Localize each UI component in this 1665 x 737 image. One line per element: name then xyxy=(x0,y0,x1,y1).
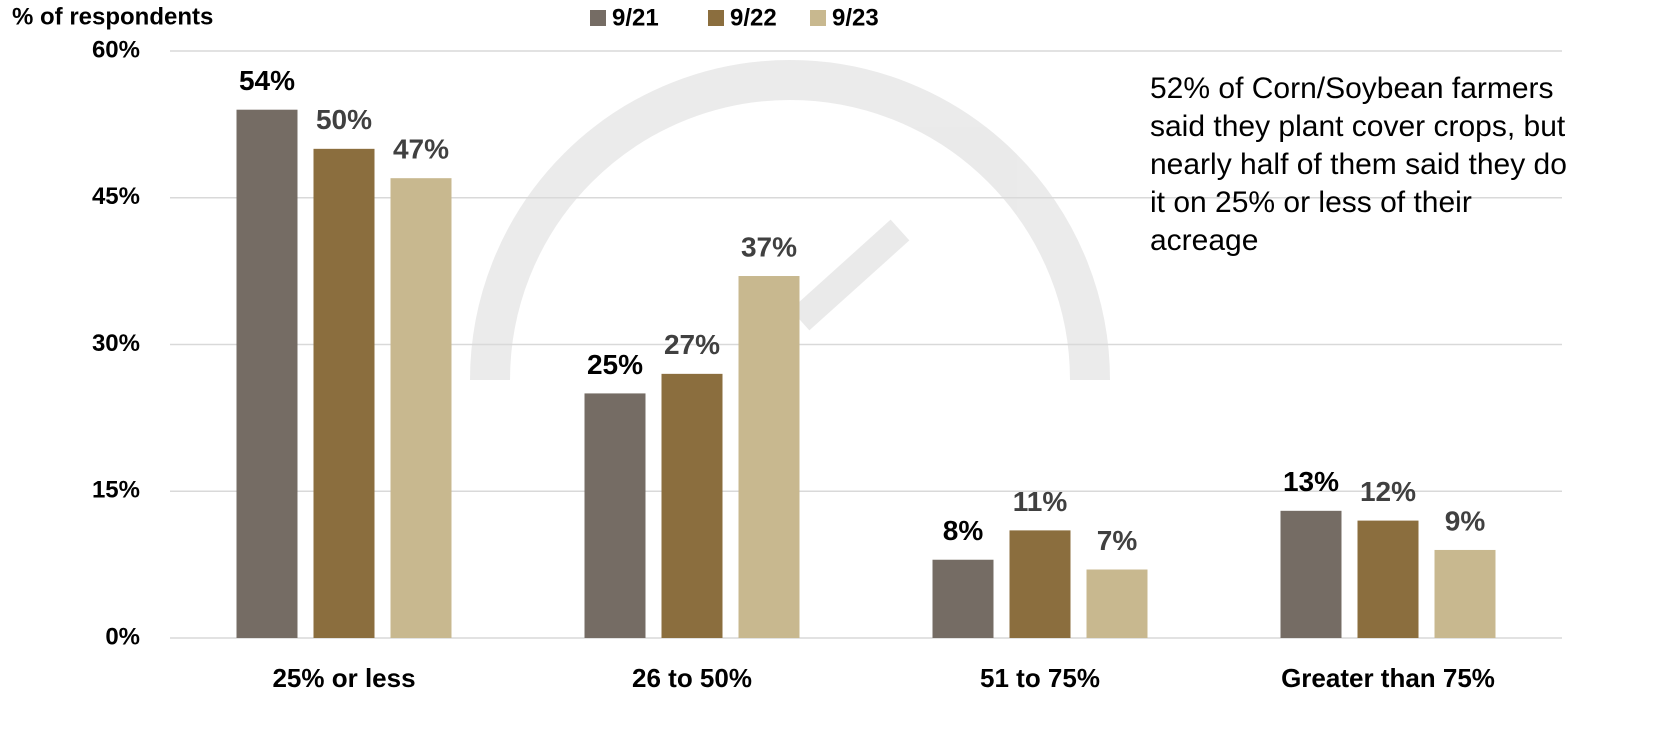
bar xyxy=(1357,520,1419,638)
bar xyxy=(584,393,646,638)
legend-swatch xyxy=(810,10,826,26)
data-label: 8% xyxy=(943,515,984,546)
legend-label: 9/21 xyxy=(612,4,659,31)
data-label: 54% xyxy=(239,65,295,96)
data-label: 11% xyxy=(1013,486,1068,517)
data-label: 37% xyxy=(741,231,797,262)
legend-swatch xyxy=(590,10,606,26)
bar xyxy=(661,373,723,638)
legend-label: 9/23 xyxy=(832,4,879,31)
data-label: 12% xyxy=(1360,476,1416,507)
bar xyxy=(738,276,800,638)
data-label: 50% xyxy=(316,104,372,135)
watermark-arc xyxy=(470,60,1110,381)
y-tick-label: 15% xyxy=(92,477,140,504)
data-label: 27% xyxy=(664,329,720,360)
bar xyxy=(1086,569,1148,638)
data-label: 13% xyxy=(1283,466,1339,497)
y-axis-title: % of respondents xyxy=(12,3,213,30)
data-label: 9% xyxy=(1445,505,1486,536)
y-tick-label: 0% xyxy=(105,623,140,650)
x-tick-label: 26 to 50% xyxy=(632,663,752,693)
data-label: 25% xyxy=(587,349,643,380)
legend-swatch xyxy=(708,10,724,26)
y-tick-label: 30% xyxy=(92,330,140,357)
bar xyxy=(313,148,375,639)
bar xyxy=(932,559,994,638)
watermark-needle xyxy=(790,219,910,331)
data-label: 47% xyxy=(393,134,449,165)
y-tick-label: 60% xyxy=(92,36,140,63)
y-tick-label: 45% xyxy=(92,183,140,210)
bar xyxy=(1009,530,1071,638)
legend-label: 9/22 xyxy=(730,4,777,31)
bar xyxy=(1434,549,1496,638)
x-tick-label: Greater than 75% xyxy=(1281,663,1495,693)
bar xyxy=(236,109,298,638)
watermark xyxy=(470,60,1110,381)
x-tick-label: 51 to 75% xyxy=(980,663,1100,693)
annotation: 52% of Corn/Soybean farmers said they pl… xyxy=(1150,72,1567,257)
x-tick-label: 25% or less xyxy=(272,663,415,693)
bar xyxy=(1280,510,1342,638)
data-label: 7% xyxy=(1097,525,1138,556)
bar xyxy=(390,178,452,638)
